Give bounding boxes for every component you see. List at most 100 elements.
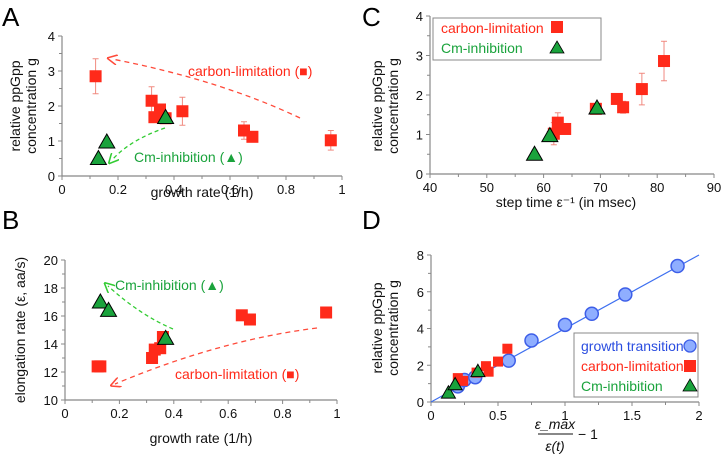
data-point-growth-transition — [557, 317, 573, 333]
y-tick-label: 18 — [44, 281, 58, 296]
data-point-cm-inhibition — [91, 292, 110, 309]
y-tick-label: 10 — [44, 393, 58, 408]
legend-marker-triangle-c — [549, 40, 565, 54]
x-label-suffix: − 1 — [578, 426, 598, 442]
x-tick-label: 0.5 — [489, 408, 507, 423]
data-point-carbon-limitation — [458, 375, 469, 386]
x-axis-label-c: step time ε⁻¹ (in msec) — [496, 194, 636, 210]
x-tick-label: 1.5 — [623, 408, 641, 423]
y-axis-label-a-line1: relative ppGpp — [7, 60, 23, 151]
x-tick-label: 0.8 — [277, 182, 295, 197]
x-tick-label: 70 — [593, 180, 607, 195]
data-point-cm-inhibition — [156, 329, 175, 345]
annotation-cm-a: Cm-inhibition (▲) — [134, 149, 243, 165]
data-point-carbon-limitation — [89, 70, 102, 83]
data-point-growth-transition — [670, 258, 685, 274]
legend-entry-carbon-c: carbon-limitation — [441, 20, 544, 36]
data-point-carbon-limitation — [635, 83, 648, 96]
axes-b: 0 0.2 0.4 0.6 0.8 1 10 12 14 16 18 20 — [44, 253, 341, 421]
trend-arrow-cm-a — [112, 127, 166, 160]
data-point-carbon-limitation — [617, 101, 630, 114]
x-tick-label: 0 — [58, 182, 65, 197]
y-tick-label: 8 — [417, 248, 424, 263]
data-point-cm-inhibition — [588, 99, 606, 115]
legend-marker-triangle-d — [682, 378, 698, 392]
y-tick-label: 4 — [417, 322, 424, 337]
legend-entry-cm-d: Cm-inhibition — [581, 378, 663, 394]
y-tick-label: 4 — [48, 29, 55, 44]
y-tick-label: 6 — [417, 285, 424, 300]
trend-arrow-carbon-a — [112, 59, 301, 119]
y-axis-label-c-line1: relative ppGpp — [369, 60, 385, 151]
legend-entry-carbon-d: carbon-limitation — [581, 358, 684, 374]
x-tick-label: 80 — [650, 180, 664, 195]
series-group-b — [91, 292, 333, 373]
x-tick-label: 60 — [536, 180, 550, 195]
panel-label-a: A — [2, 2, 20, 32]
x-tick-label: 1 — [561, 408, 568, 423]
x-tick-label: 0.2 — [109, 182, 127, 197]
y-tick-label: 2 — [48, 99, 55, 114]
data-point-growth-transition — [584, 306, 600, 322]
x-tick-label: 1 — [333, 406, 340, 421]
x-tick-label: 1 — [338, 182, 345, 197]
legend-entry-growth-d: growth transition — [581, 338, 684, 354]
data-point-cm-inhibition — [440, 384, 457, 399]
x-tick-label: 40 — [423, 180, 437, 195]
trend-arrow-cm-b — [108, 286, 174, 330]
y-tick-label: 0 — [417, 395, 424, 410]
data-point-carbon-limitation — [94, 360, 107, 373]
legend-box-c — [432, 17, 602, 61]
data-point-carbon-limitation — [246, 130, 259, 143]
x-tick-label: 50 — [480, 180, 494, 195]
x-tick-label: 0.4 — [165, 406, 183, 421]
y-tick-label: 1 — [48, 134, 55, 149]
data-point-carbon-limitation — [320, 306, 333, 319]
y-tick-label: 20 — [44, 253, 58, 268]
data-point-carbon-limitation — [493, 356, 503, 367]
x-tick-label: 90 — [707, 180, 721, 195]
data-point-cm-inhibition — [540, 126, 559, 143]
data-point-growth-transition — [618, 287, 633, 302]
series-group-a — [89, 58, 337, 165]
y-axis-label-a-line2: concentration g — [23, 58, 39, 154]
data-point-carbon-limitation — [243, 313, 256, 326]
data-point-carbon-limitation — [483, 366, 494, 377]
y-tick-label: 12 — [44, 365, 58, 380]
data-point-cm-inhibition — [97, 133, 116, 149]
y-axis-label-c-line2: concentration g — [385, 58, 401, 154]
panel-b: B 0 0.2 0.4 0.6 0.8 1 10 12 14 16 18 20 growth rate… — [2, 205, 341, 446]
series-group-d — [440, 258, 685, 399]
y-tick-label: 4 — [416, 9, 423, 24]
y-tick-label: 2 — [417, 358, 424, 373]
y-axis-label-d-line2: concentration g — [385, 280, 401, 376]
x-tick-label: 0.8 — [274, 406, 292, 421]
y-axis-label-b: elongation rate (ε, aa/s) — [12, 257, 28, 403]
x-tick-label: 0 — [427, 408, 434, 423]
legend-entry-cm-c: Cm-inhibition — [441, 40, 523, 56]
legend-d: growth transition carbon-limitation Cm-i… — [573, 332, 699, 398]
annotation-carbon-a: carbon-limitation (■) — [188, 63, 312, 79]
legend-marker-circle-d — [683, 339, 697, 353]
data-point-cm-inhibition — [156, 108, 175, 125]
data-point-carbon-limitation — [324, 134, 337, 147]
panel-c: C 40 50 60 70 80 90 0 1 2 3 4 step time ε⁻¹ (in ms… — [362, 2, 721, 210]
panel-label-b: B — [2, 205, 19, 235]
data-point-carbon-limitation — [176, 105, 189, 118]
data-point-carbon-limitation — [551, 116, 564, 129]
x-tick-label: 2 — [695, 408, 702, 423]
y-tick-label: 0 — [48, 169, 55, 184]
x-tick-label: 0.6 — [221, 182, 239, 197]
x-tick-label: 0 — [61, 406, 68, 421]
data-point-carbon-limitation — [658, 55, 671, 68]
x-label-numerator: ε_max — [535, 416, 576, 432]
data-point-cm-inhibition — [99, 301, 118, 317]
annotation-carbon-b: carbon-limitation (■) — [175, 366, 299, 382]
series-group-c — [525, 40, 671, 161]
y-tick-label: 16 — [44, 309, 58, 324]
panel-d: D 0 0.5 1 1.5 2 0 2 4 6 8 ε_max ε(t) − 1 relative… — [362, 205, 703, 454]
x-tick-label: 0.4 — [165, 182, 183, 197]
data-point-cm-inhibition — [525, 145, 544, 161]
